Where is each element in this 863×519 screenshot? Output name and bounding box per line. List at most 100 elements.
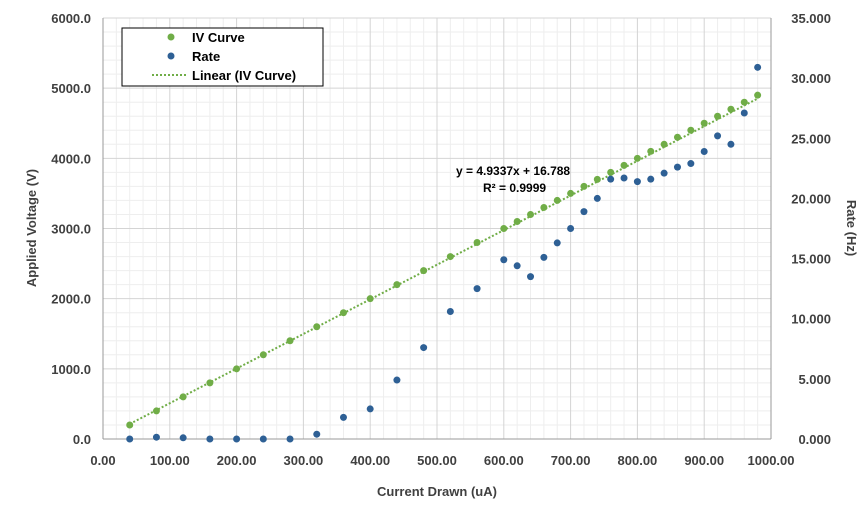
iv-curve-point xyxy=(673,133,681,141)
rate-point xyxy=(527,273,535,281)
rate-point xyxy=(687,160,695,168)
y2-tick-label: 10.000 xyxy=(791,312,831,327)
rate-point xyxy=(313,430,321,438)
rate-point xyxy=(727,140,735,148)
legend-label-iv-curve: IV Curve xyxy=(192,30,245,45)
iv-curve-point xyxy=(366,295,374,303)
iv-curve-point xyxy=(740,98,748,106)
y2-tick-label: 20.000 xyxy=(791,191,831,206)
y-tick-label: 1000.0 xyxy=(51,362,91,377)
rate-point xyxy=(473,285,481,293)
iv-curve-point xyxy=(620,161,628,169)
y2-tick-label: 5.000 xyxy=(798,372,831,387)
rate-point xyxy=(740,109,748,117)
iv-curve-point xyxy=(446,253,454,261)
y2-axis-title: Rate (Hz) xyxy=(844,200,859,256)
rate-point xyxy=(366,405,374,413)
x-tick-label: 200.00 xyxy=(217,453,257,468)
rate-point xyxy=(339,413,347,421)
y-tick-label: 4000.0 xyxy=(51,151,91,166)
y2-tick-label: 30.000 xyxy=(791,71,831,86)
rate-point xyxy=(393,376,401,384)
x-tick-label: 0.00 xyxy=(90,453,115,468)
rate-point xyxy=(567,225,575,232)
legend-box xyxy=(121,27,324,87)
iv-curve-point xyxy=(607,168,615,176)
rate-point xyxy=(580,208,588,216)
y2-tick-label: 15.000 xyxy=(791,252,831,267)
iv-curve-point xyxy=(580,182,588,190)
rate-point xyxy=(513,262,521,270)
iv-curve-point xyxy=(754,91,762,99)
iv-curve-point xyxy=(473,239,481,247)
y-tick-label: 2000.0 xyxy=(51,292,91,307)
x-tick-label: 300.00 xyxy=(284,453,324,468)
iv-curve-point xyxy=(393,281,401,289)
y2-tick-label: 0.000 xyxy=(798,432,831,447)
iv-curve-point xyxy=(206,379,214,387)
y-tick-label: 6000.0 xyxy=(51,11,91,26)
rate-point xyxy=(126,435,134,443)
x-tick-label: 1000.00 xyxy=(748,453,795,468)
y-tick-label: 5000.0 xyxy=(51,81,91,96)
iv-curve-point xyxy=(660,140,668,148)
iv-curve-point xyxy=(553,196,561,204)
tick-labels: 0.00 100.00 200.00 300.00 400.00 500.00 600.00… xyxy=(51,11,831,468)
legend-marker-iv-curve xyxy=(167,33,175,41)
rate-point xyxy=(540,253,548,261)
legend-marker-rate xyxy=(167,52,175,60)
iv-curve-point xyxy=(633,154,641,162)
rate-point xyxy=(714,132,722,140)
rate-point xyxy=(754,63,762,71)
rate-point xyxy=(700,148,708,156)
rate-point xyxy=(500,256,508,264)
iv-curve-point xyxy=(500,225,508,232)
rate-point xyxy=(420,344,428,352)
rate-point xyxy=(620,174,628,182)
rate-point xyxy=(233,435,241,443)
iv-curve-point xyxy=(420,267,428,275)
iv-curve-point xyxy=(339,309,347,317)
iv-curve-point xyxy=(126,421,134,429)
x-axis-title: Current Drawn (uA) xyxy=(377,484,497,499)
x-tick-label: 900.00 xyxy=(684,453,724,468)
y2-tick-label: 25.000 xyxy=(791,131,831,146)
rate-point xyxy=(286,435,294,443)
rate-point xyxy=(152,433,160,441)
trendline-r2: R² = 0.9999 xyxy=(483,181,546,195)
x-tick-label: 100.00 xyxy=(150,453,190,468)
iv-curve-point xyxy=(700,119,708,127)
trendline-equation: y = 4.9337x + 16.788 xyxy=(456,164,570,178)
rate-point xyxy=(553,239,561,247)
rate-point xyxy=(607,175,615,183)
rate-point xyxy=(673,163,681,171)
rate-point xyxy=(206,435,214,443)
y2-tick-label: 35.000 xyxy=(791,11,831,26)
x-tick-label: 800.00 xyxy=(618,453,658,468)
x-tick-label: 400.00 xyxy=(350,453,390,468)
iv-curve-point xyxy=(513,217,521,225)
y-axis-title: Applied Voltage (V) xyxy=(24,169,39,287)
iv-curve-point xyxy=(179,393,187,401)
iv-curve-point xyxy=(286,337,294,345)
axes xyxy=(102,18,772,440)
iv-curve-point xyxy=(727,105,735,113)
x-tick-label: 500.00 xyxy=(417,453,457,468)
rate-point xyxy=(593,194,601,202)
y-tick-label: 0.0 xyxy=(73,432,91,447)
rate-point xyxy=(446,307,454,315)
data-points xyxy=(126,63,762,443)
iv-curve-point xyxy=(233,365,241,373)
x-tick-label: 600.00 xyxy=(484,453,524,468)
iv-curve-point xyxy=(593,175,601,183)
iv-curve-point xyxy=(687,126,695,134)
legend-label-trendline: Linear (IV Curve) xyxy=(192,68,296,83)
y-tick-label: 3000.0 xyxy=(51,222,91,237)
iv-curve-point xyxy=(567,189,575,197)
iv-curve-point xyxy=(540,203,548,211)
legend: IV Curve Rate Linear (IV Curve) xyxy=(121,27,324,87)
rate-point xyxy=(647,175,655,183)
iv-curve-point xyxy=(527,210,535,218)
